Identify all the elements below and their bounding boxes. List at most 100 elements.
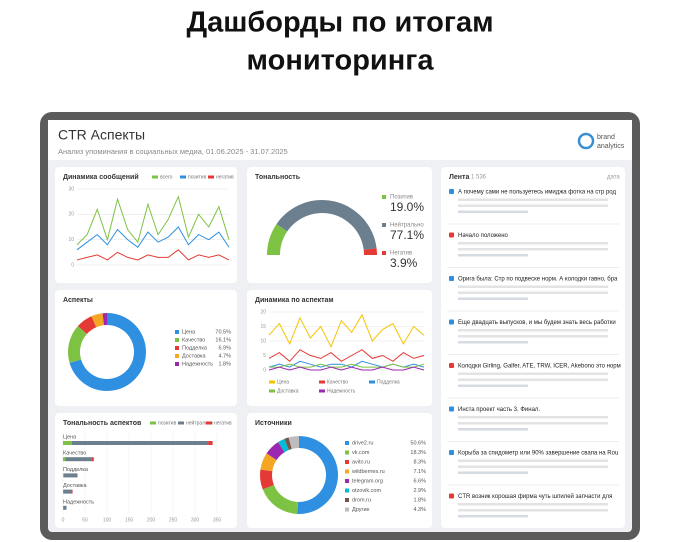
legend-label: Доставка bbox=[277, 388, 299, 394]
gauge-segment bbox=[363, 248, 377, 255]
x-tick-label: 50 bbox=[82, 517, 88, 523]
panel bbox=[55, 290, 237, 406]
legend-label: всего bbox=[160, 174, 173, 180]
legend-swatch bbox=[369, 380, 375, 384]
item-title: Инста проект часть 3. Финал. bbox=[458, 407, 540, 413]
legend-label: негатив bbox=[214, 420, 232, 426]
donut-segment bbox=[91, 313, 104, 328]
legend-label: негатив bbox=[216, 174, 234, 180]
item-title: Еще двадцать выпусков, и мы будем знать … bbox=[458, 320, 616, 326]
legend-swatch bbox=[345, 441, 349, 445]
legend-label: Другие bbox=[352, 507, 370, 513]
value-label: 19.0% bbox=[390, 200, 424, 214]
donut-segment bbox=[102, 313, 107, 326]
dashboard-title: CTR Аспекты bbox=[58, 127, 145, 143]
donut-segment bbox=[266, 442, 285, 460]
category-label: Надежность bbox=[63, 499, 94, 505]
legend-label: Качество bbox=[182, 337, 205, 343]
item-title: CTR возник корошая фирма чуть шпилей зап… bbox=[458, 493, 612, 500]
y-tick-label: 0 bbox=[71, 262, 74, 268]
legend-label: Позитив bbox=[390, 195, 413, 201]
legend-swatch bbox=[345, 460, 349, 464]
bar-segment bbox=[91, 457, 94, 462]
value-label: 4.3% bbox=[413, 507, 426, 513]
panel-title: Динамика по аспектам bbox=[255, 297, 334, 304]
x-tick-label: 100 bbox=[103, 517, 112, 523]
panel-title: Тональность аспектов bbox=[63, 420, 142, 427]
donut-segment bbox=[260, 469, 274, 490]
logo-text: brand bbox=[597, 134, 615, 141]
snippet-line bbox=[458, 204, 608, 207]
snippet-line bbox=[458, 378, 608, 381]
snippet-line bbox=[458, 210, 528, 213]
bar-segment bbox=[63, 457, 66, 462]
legend-label: telegram.org bbox=[352, 478, 383, 484]
value-label: 50.6% bbox=[410, 440, 426, 446]
legend-swatch bbox=[175, 338, 179, 342]
series-line bbox=[268, 313, 425, 349]
legend-label: Качество bbox=[327, 379, 348, 385]
legend-swatch bbox=[345, 450, 349, 455]
y-tick-label: 5 bbox=[263, 353, 266, 359]
bar-segment bbox=[63, 441, 72, 445]
legend-label: otzovik.com bbox=[352, 488, 381, 494]
legend-swatch bbox=[152, 175, 158, 179]
x-tick-label: 300 bbox=[191, 517, 200, 523]
y-tick-label: 30 bbox=[68, 186, 74, 192]
legend-label: позитив bbox=[158, 420, 177, 426]
legend-swatch bbox=[345, 498, 349, 502]
legend-label: Негатив bbox=[390, 251, 412, 257]
category-label: Цена bbox=[63, 434, 77, 440]
value-label: 8.3% bbox=[413, 459, 426, 465]
legend-label: нейтрально bbox=[186, 419, 213, 426]
legend-label: Подделка bbox=[377, 379, 400, 385]
snippet-line bbox=[458, 297, 528, 300]
bar-segment bbox=[63, 473, 64, 478]
item-icon bbox=[449, 363, 454, 368]
donut-segment bbox=[288, 436, 299, 449]
legend-swatch bbox=[175, 346, 179, 350]
item-title: Орига была: Стр по подвеске норм. А коло… bbox=[458, 277, 618, 283]
legend-label: vk.com bbox=[352, 450, 370, 456]
donut-segment bbox=[278, 438, 289, 453]
value-label: 6.6% bbox=[413, 478, 426, 484]
series-line bbox=[268, 349, 425, 362]
legend-label: drom.ru bbox=[352, 497, 371, 503]
gauge-segment bbox=[267, 224, 288, 255]
panel bbox=[247, 290, 432, 406]
legend-label: Подделка bbox=[182, 345, 208, 351]
snippet-line bbox=[458, 515, 528, 518]
item-title: А почему сами не пользуетесь имиджа фотк… bbox=[458, 190, 616, 196]
series-line bbox=[76, 226, 230, 251]
item-title: Корыба за спидометр или 90% завершение с… bbox=[458, 451, 618, 457]
legend-swatch bbox=[175, 330, 179, 334]
item-title: Колодки Girling, Galfer, ATE, TRW, ICER,… bbox=[458, 364, 621, 370]
snippet-line bbox=[458, 471, 528, 474]
category-label: Подделка bbox=[63, 467, 89, 473]
legend-label: Нейтрально bbox=[390, 222, 424, 229]
snippet-line bbox=[458, 248, 608, 251]
x-tick-label: 350 bbox=[213, 517, 222, 523]
bar-segment bbox=[63, 489, 73, 494]
legend-swatch bbox=[175, 362, 179, 366]
snippet-line bbox=[458, 384, 528, 387]
value-label: 77.1% bbox=[390, 228, 424, 242]
panel-title: Тональность bbox=[255, 174, 301, 181]
legend-swatch bbox=[345, 507, 349, 512]
page-title: Дашборды по итогам bbox=[186, 7, 493, 39]
y-tick-label: 20 bbox=[260, 309, 266, 315]
legend-label: avito.ru bbox=[352, 459, 370, 465]
value-label: 2.9% bbox=[413, 488, 426, 494]
snippet-line bbox=[458, 465, 608, 468]
legend-swatch bbox=[175, 354, 179, 358]
y-tick-label: 10 bbox=[260, 338, 266, 344]
legend-swatch bbox=[269, 380, 275, 384]
legend-label: Надежность bbox=[182, 361, 213, 367]
legend-label: Надежность bbox=[327, 388, 356, 394]
donut-segment bbox=[69, 313, 147, 391]
snippet-line bbox=[458, 459, 608, 462]
item-icon bbox=[449, 450, 454, 455]
snippet-line bbox=[458, 335, 608, 338]
panel-title: Динамика сообщений bbox=[63, 173, 139, 181]
